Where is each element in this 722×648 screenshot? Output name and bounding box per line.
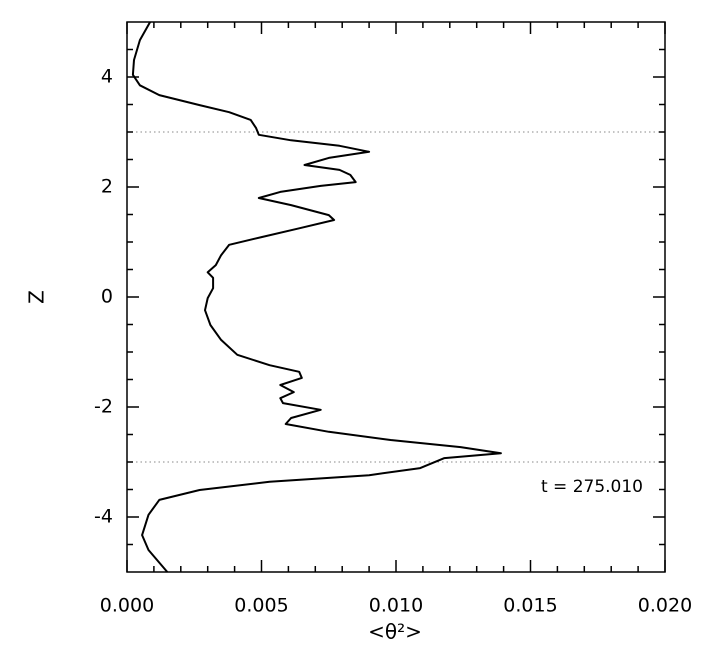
x-tick-label: 0.005 — [234, 595, 288, 617]
y-tick-label: -2 — [94, 396, 113, 418]
x-tick-label: 0.020 — [638, 595, 692, 617]
y-tick-label: 2 — [101, 176, 113, 198]
y-tick-label: 4 — [101, 66, 113, 88]
x-tick-label: 0.010 — [369, 595, 423, 617]
x-tick-label: 0.015 — [503, 595, 557, 617]
y-axis-label: Z — [25, 290, 49, 304]
x-tick-label: 0.000 — [100, 595, 154, 617]
x-axis-label: <θ²> — [368, 620, 422, 644]
y-tick-label: 0 — [101, 286, 113, 308]
annotation: t = 275.010 — [541, 477, 643, 497]
y-tick-label: -4 — [94, 506, 113, 528]
plot-frame — [126, 21, 666, 573]
profile-line — [131, 21, 502, 573]
